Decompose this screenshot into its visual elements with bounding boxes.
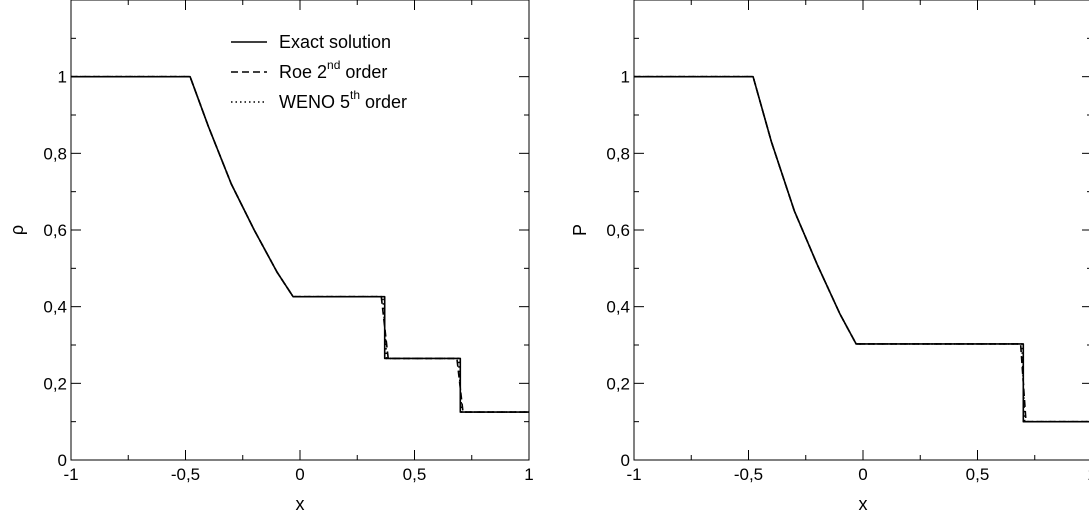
x-tick-label: 1 <box>524 465 533 484</box>
series-line-dashed <box>634 75 1089 423</box>
x-tick-label: 0 <box>858 465 867 484</box>
x-tick-label: 1 <box>1087 465 1089 484</box>
legend-entry: Exact solution <box>279 32 391 52</box>
y-tick-label: 0 <box>621 451 630 470</box>
y-tick-label: 0,2 <box>606 374 630 393</box>
x-tick-label: 0,5 <box>403 465 427 484</box>
y-tick-label: 0,6 <box>43 221 67 240</box>
x-axis-label: x <box>859 494 868 514</box>
series-line-dotted <box>71 75 529 413</box>
y-tick-label: 0,6 <box>606 221 630 240</box>
y-tick-label: 0,8 <box>606 144 630 163</box>
x-tick-label: 0 <box>295 465 304 484</box>
x-tick-label: -0,5 <box>171 465 200 484</box>
y-tick-label: 0 <box>58 451 67 470</box>
y-axis-label: P <box>570 224 590 236</box>
series-line-solid <box>71 75 529 413</box>
plot-frame-2 <box>633 0 1089 461</box>
y-tick-label: 0,8 <box>43 144 67 163</box>
x-tick-label: 0,5 <box>966 465 990 484</box>
y-axis-label: ρ <box>7 225 27 235</box>
y-tick-label: 0,2 <box>43 374 67 393</box>
x-tick-label: -1 <box>63 465 78 484</box>
legend-entry: Roe 2nd order <box>279 58 387 82</box>
series-line-dotted <box>634 75 1089 423</box>
y-tick-label: 0,4 <box>43 298 67 317</box>
y-tick-label: 1 <box>621 68 630 87</box>
x-axis-label: x <box>296 494 305 514</box>
y-tick-label: 0,4 <box>606 298 630 317</box>
legend-entry: WENO 5th order <box>279 88 407 112</box>
y-tick-label: 1 <box>58 68 67 87</box>
series-line-solid <box>634 75 1089 423</box>
x-tick-label: -0,5 <box>734 465 763 484</box>
x-tick-label: -1 <box>626 465 641 484</box>
